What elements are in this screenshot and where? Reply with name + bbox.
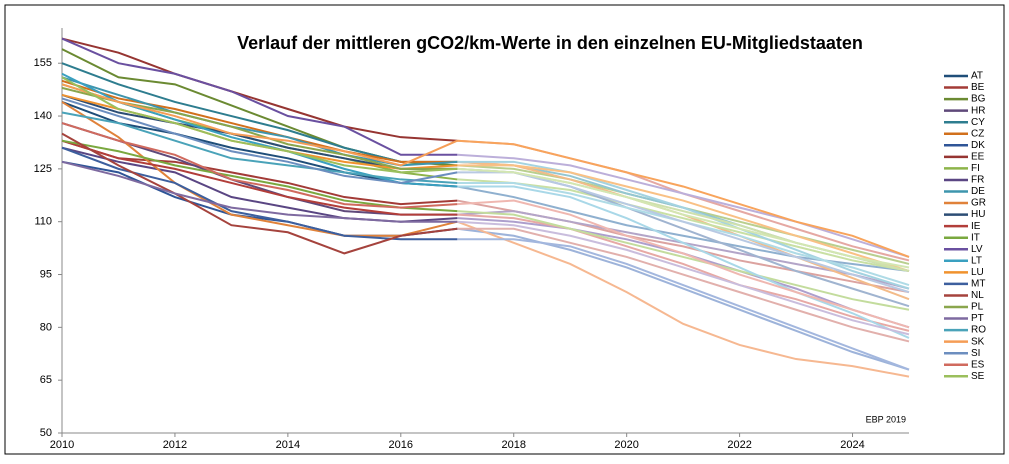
legend-label: SE (971, 371, 985, 382)
legend-label: DK (971, 140, 985, 151)
projection-line (457, 210, 910, 311)
series-line (61, 111, 458, 184)
series-line (61, 122, 458, 209)
y-tick-label: 65 (40, 374, 52, 386)
series-line (61, 132, 458, 255)
legend-label: RO (971, 325, 986, 336)
legend-label: SI (971, 348, 980, 359)
projection-line (457, 199, 910, 329)
legend-label: CZ (971, 128, 984, 139)
series-line (61, 160, 458, 223)
projection-line (457, 178, 910, 272)
projection-line (457, 238, 910, 371)
x-tick-label: 2018 (501, 439, 525, 451)
legend-label: NL (971, 290, 984, 301)
projection-line (456, 220, 910, 378)
series-line (61, 79, 458, 163)
projection-line (457, 153, 910, 258)
series-line (61, 139, 458, 206)
annotation: EBP 2019 (866, 414, 906, 424)
projection-line (457, 167, 910, 269)
projection-line (457, 213, 910, 332)
x-tick-label: 2016 (389, 439, 413, 451)
y-tick-label: 125 (34, 163, 52, 175)
legend-label: PL (971, 302, 984, 313)
legend-label: ES (971, 359, 985, 370)
projection-line (457, 220, 910, 336)
legend-label: DE (971, 186, 985, 197)
legend-label: FR (971, 175, 984, 186)
projection-line (457, 185, 910, 272)
x-tick-label: 2014 (276, 439, 300, 451)
y-tick-label: 140 (34, 110, 52, 122)
legend-label: LV (971, 244, 983, 255)
y-tick-label: 50 (40, 427, 52, 439)
x-tick-label: 2010 (50, 439, 74, 451)
y-tick-label: 155 (34, 57, 52, 69)
legend-label: IE (971, 221, 981, 232)
legend-label: PT (971, 313, 984, 324)
series-line (61, 37, 458, 142)
series-line (61, 37, 458, 156)
legend-label: IT (971, 232, 980, 243)
projection-line (457, 227, 910, 371)
legend-label: LU (971, 267, 984, 278)
legend-label: BG (971, 94, 986, 105)
y-tick-label: 95 (40, 268, 52, 280)
legend-label: GR (971, 198, 986, 209)
legend-label: EE (971, 151, 985, 162)
y-tick-label: 80 (40, 321, 52, 333)
series-line (61, 83, 458, 167)
y-tick-label: 110 (34, 216, 52, 228)
legend-label: AT (971, 71, 983, 82)
projection-line (457, 164, 910, 272)
x-tick-label: 2024 (840, 439, 864, 451)
projection-line (457, 139, 910, 258)
legend-label: FI (971, 163, 980, 174)
chart-title: Verlauf der mittleren gCO2/km-Werte in d… (237, 33, 863, 53)
legend-label: LT (971, 255, 982, 266)
x-tick-label: 2022 (727, 439, 751, 451)
x-tick-label: 2012 (163, 439, 187, 451)
projection-line (457, 171, 910, 294)
legend-label: HR (971, 105, 985, 116)
legend-label: MT (971, 279, 985, 290)
series-line (61, 76, 458, 174)
legend-label: SK (971, 336, 985, 347)
legend-label: HU (971, 209, 985, 220)
series-line (61, 97, 458, 184)
legend-label: BE (971, 82, 985, 93)
projection-line (457, 227, 910, 343)
series-line (61, 139, 458, 216)
projection-line (457, 185, 910, 339)
legend-label: CY (971, 117, 985, 128)
x-tick-label: 2020 (614, 439, 638, 451)
projection-line (457, 160, 910, 290)
series-line (61, 101, 458, 237)
